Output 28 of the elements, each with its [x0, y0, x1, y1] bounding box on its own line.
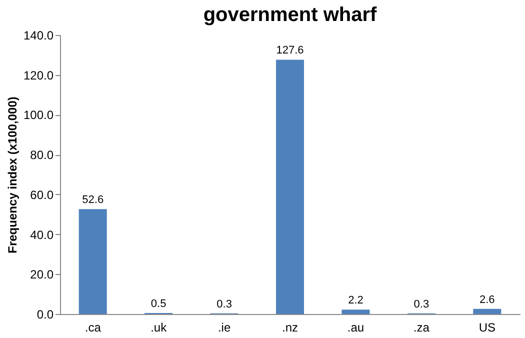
- chart-title: government wharf: [203, 4, 378, 26]
- y-tick-label: 100.0: [23, 108, 54, 122]
- x-tick-label: .ca: [84, 320, 102, 334]
- data-label: 0.3: [216, 298, 232, 310]
- data-label: 0.5: [150, 298, 166, 310]
- x-tick-label: US: [478, 320, 496, 334]
- y-tick-label: 120.0: [23, 68, 54, 82]
- bar: [78, 209, 107, 314]
- y-tick-label: 80.0: [30, 148, 54, 162]
- y-tick-label: 140.0: [23, 28, 54, 42]
- data-label: 2.2: [348, 294, 364, 307]
- x-tick-label: .au: [347, 320, 364, 334]
- y-tick-label: 60.0: [30, 188, 54, 202]
- x-tick-label: .uk: [150, 320, 168, 334]
- y-tick-label: 40.0: [30, 228, 54, 242]
- x-tick-label: .za: [413, 320, 430, 334]
- data-label: 127.6: [276, 44, 304, 57]
- bar: [473, 308, 502, 314]
- data-label: 0.3: [414, 298, 430, 310]
- y-axis-title: Frequency index (x100,000): [5, 96, 20, 254]
- bar: [276, 60, 304, 314]
- y-tick-label: 0.0: [36, 308, 54, 322]
- y-tick-label: 20.0: [30, 268, 54, 282]
- x-tick-label: .nz: [282, 320, 298, 334]
- data-label: 2.6: [479, 294, 495, 306]
- x-tick-label: .ie: [218, 320, 231, 334]
- bar: [342, 310, 370, 314]
- data-label: 52.6: [82, 194, 104, 206]
